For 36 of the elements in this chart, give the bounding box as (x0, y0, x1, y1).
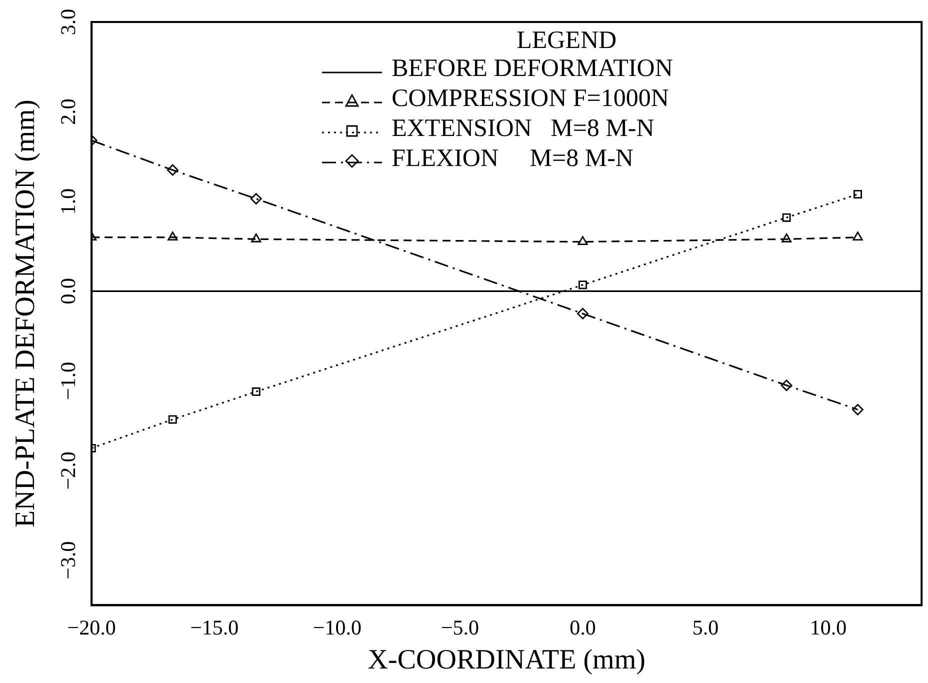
y-axis-title: END-PLATE DEFORMATION (mm) (10, 100, 42, 528)
y-tick-label: 1.0 (56, 188, 80, 215)
point (578, 236, 588, 246)
point (780, 380, 792, 392)
y-tick-label: 0.0 (56, 278, 80, 304)
x-tick-label: −15.0 (190, 615, 239, 640)
point (166, 164, 178, 176)
x-tick-label: 10.0 (810, 615, 847, 640)
legend-label: BEFORE DEFORMATION (392, 54, 673, 84)
point (250, 193, 262, 204)
point (252, 387, 260, 396)
point (782, 213, 791, 222)
y-tick-label: −3.0 (56, 541, 80, 580)
y-tick-label: 2.0 (56, 98, 80, 125)
point (251, 233, 262, 242)
y-tick-label: −1.0 (56, 362, 80, 400)
point (578, 280, 587, 290)
x-axis-title: X-COORDINATE (mm) (368, 644, 646, 676)
x-tick-label: −5.0 (440, 615, 479, 640)
x-tick-label: −10.0 (312, 615, 362, 640)
point (577, 308, 588, 320)
point (854, 190, 862, 199)
x-tick-label: 0.0 (570, 615, 596, 640)
x-tick-label: 5.0 (692, 615, 719, 640)
point (852, 232, 863, 241)
point (168, 415, 177, 424)
legend-title: LEGEND (516, 26, 618, 56)
x-tick-label: −20.0 (67, 615, 116, 640)
point (782, 233, 792, 242)
legend-label: COMPRESSION F=1000N (392, 84, 669, 114)
legend-label: FLEXION M=8 M-N (392, 144, 634, 174)
y-tick-label: −2.0 (56, 452, 80, 490)
y-tick-label: 3.0 (56, 8, 80, 36)
legend-label: EXTENSION M=8 M-N (392, 114, 654, 144)
point (852, 404, 864, 416)
point (168, 232, 178, 241)
